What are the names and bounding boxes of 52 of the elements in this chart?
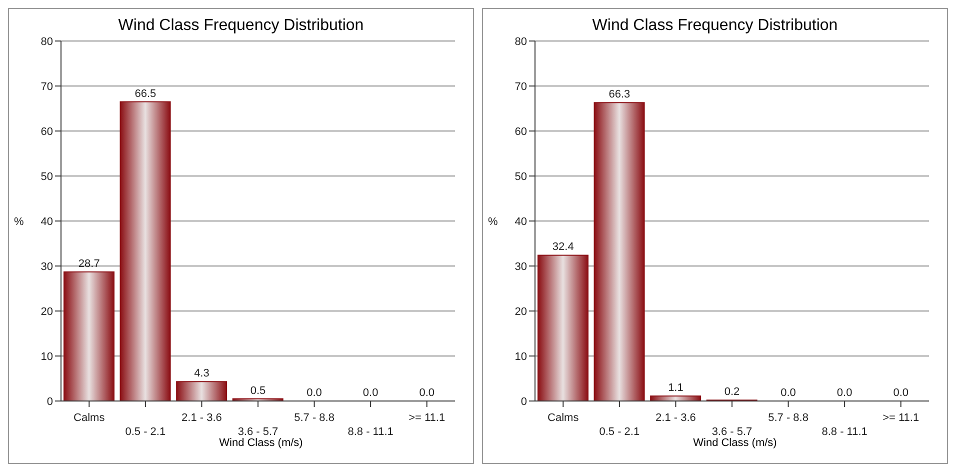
chart-title: Wind Class Frequency Distribution <box>117 17 365 35</box>
x-axis-title: Wind Class (m/s) <box>218 437 304 449</box>
y-tick-label: 30 <box>514 260 527 273</box>
x-tick-label: 8.8 - 11.1 <box>348 426 394 438</box>
y-tick-label: 50 <box>40 170 53 183</box>
x-tick-label: Calms <box>74 412 106 424</box>
y-tick-label: 50 <box>514 170 527 183</box>
y-axis-title: % <box>14 216 24 228</box>
y-tick-label: 80 <box>514 36 527 48</box>
y-tick-label: 0 <box>46 396 53 408</box>
y-tick-label: 10 <box>40 350 53 363</box>
x-tick-label: 5.7 - 8.8 <box>768 412 808 424</box>
y-tick-label: 60 <box>514 126 527 138</box>
x-tick-label: >= 11.1 <box>882 412 920 424</box>
x-tick-label: 5.7 - 8.8 <box>294 412 334 424</box>
y-tick-label: 30 <box>40 260 53 273</box>
x-tick-label: 2.1 - 3.6 <box>182 412 222 424</box>
data-label: 66.5 <box>134 88 156 100</box>
chart-title: Wind Class Frequency Distribution <box>591 17 839 35</box>
y-tick-label: 40 <box>514 216 527 228</box>
data-label: 1.1 <box>668 382 684 394</box>
data-label: 0.0 <box>362 387 378 399</box>
x-tick-label: 3.6 - 5.7 <box>712 426 752 438</box>
y-tick-label: 20 <box>40 306 53 318</box>
y-tick-label: 20 <box>514 306 527 318</box>
x-tick-label: Calms <box>548 412 580 424</box>
data-label: 0.0 <box>893 387 909 399</box>
y-axis-title: % <box>488 216 498 228</box>
data-label: 4.3 <box>194 368 210 380</box>
data-label: 0.2 <box>724 386 740 398</box>
y-tick-label: 70 <box>40 80 53 93</box>
data-label: 66.3 <box>608 88 630 101</box>
x-axis-title: Wind Class (m/s) <box>692 437 778 449</box>
data-label: 0.0 <box>419 387 435 399</box>
x-tick-label: 8.8 - 11.1 <box>822 426 868 438</box>
data-label: 0.0 <box>780 387 796 399</box>
x-tick-label: 0.5 - 2.1 <box>599 426 640 438</box>
x-tick-label: 3.6 - 5.7 <box>238 426 278 438</box>
x-tick-label: 2.1 - 3.6 <box>656 412 696 424</box>
y-tick-label: 10 <box>514 350 527 363</box>
y-tick-label: 0 <box>520 396 527 408</box>
y-tick-label: 70 <box>514 80 527 93</box>
x-tick-label: 0.5 - 2.1 <box>125 426 166 438</box>
y-tick-label: 80 <box>40 36 53 48</box>
y-tick-label: 40 <box>40 216 53 228</box>
data-label: 0.5 <box>250 384 266 397</box>
y-tick-label: 60 <box>40 126 53 138</box>
data-label: 0.0 <box>306 387 322 399</box>
data-label: 0.0 <box>836 387 852 399</box>
data-label: 32.4 <box>552 241 574 254</box>
data-label: 28.7 <box>78 258 100 270</box>
x-tick-label: >= 11.1 <box>408 412 446 424</box>
